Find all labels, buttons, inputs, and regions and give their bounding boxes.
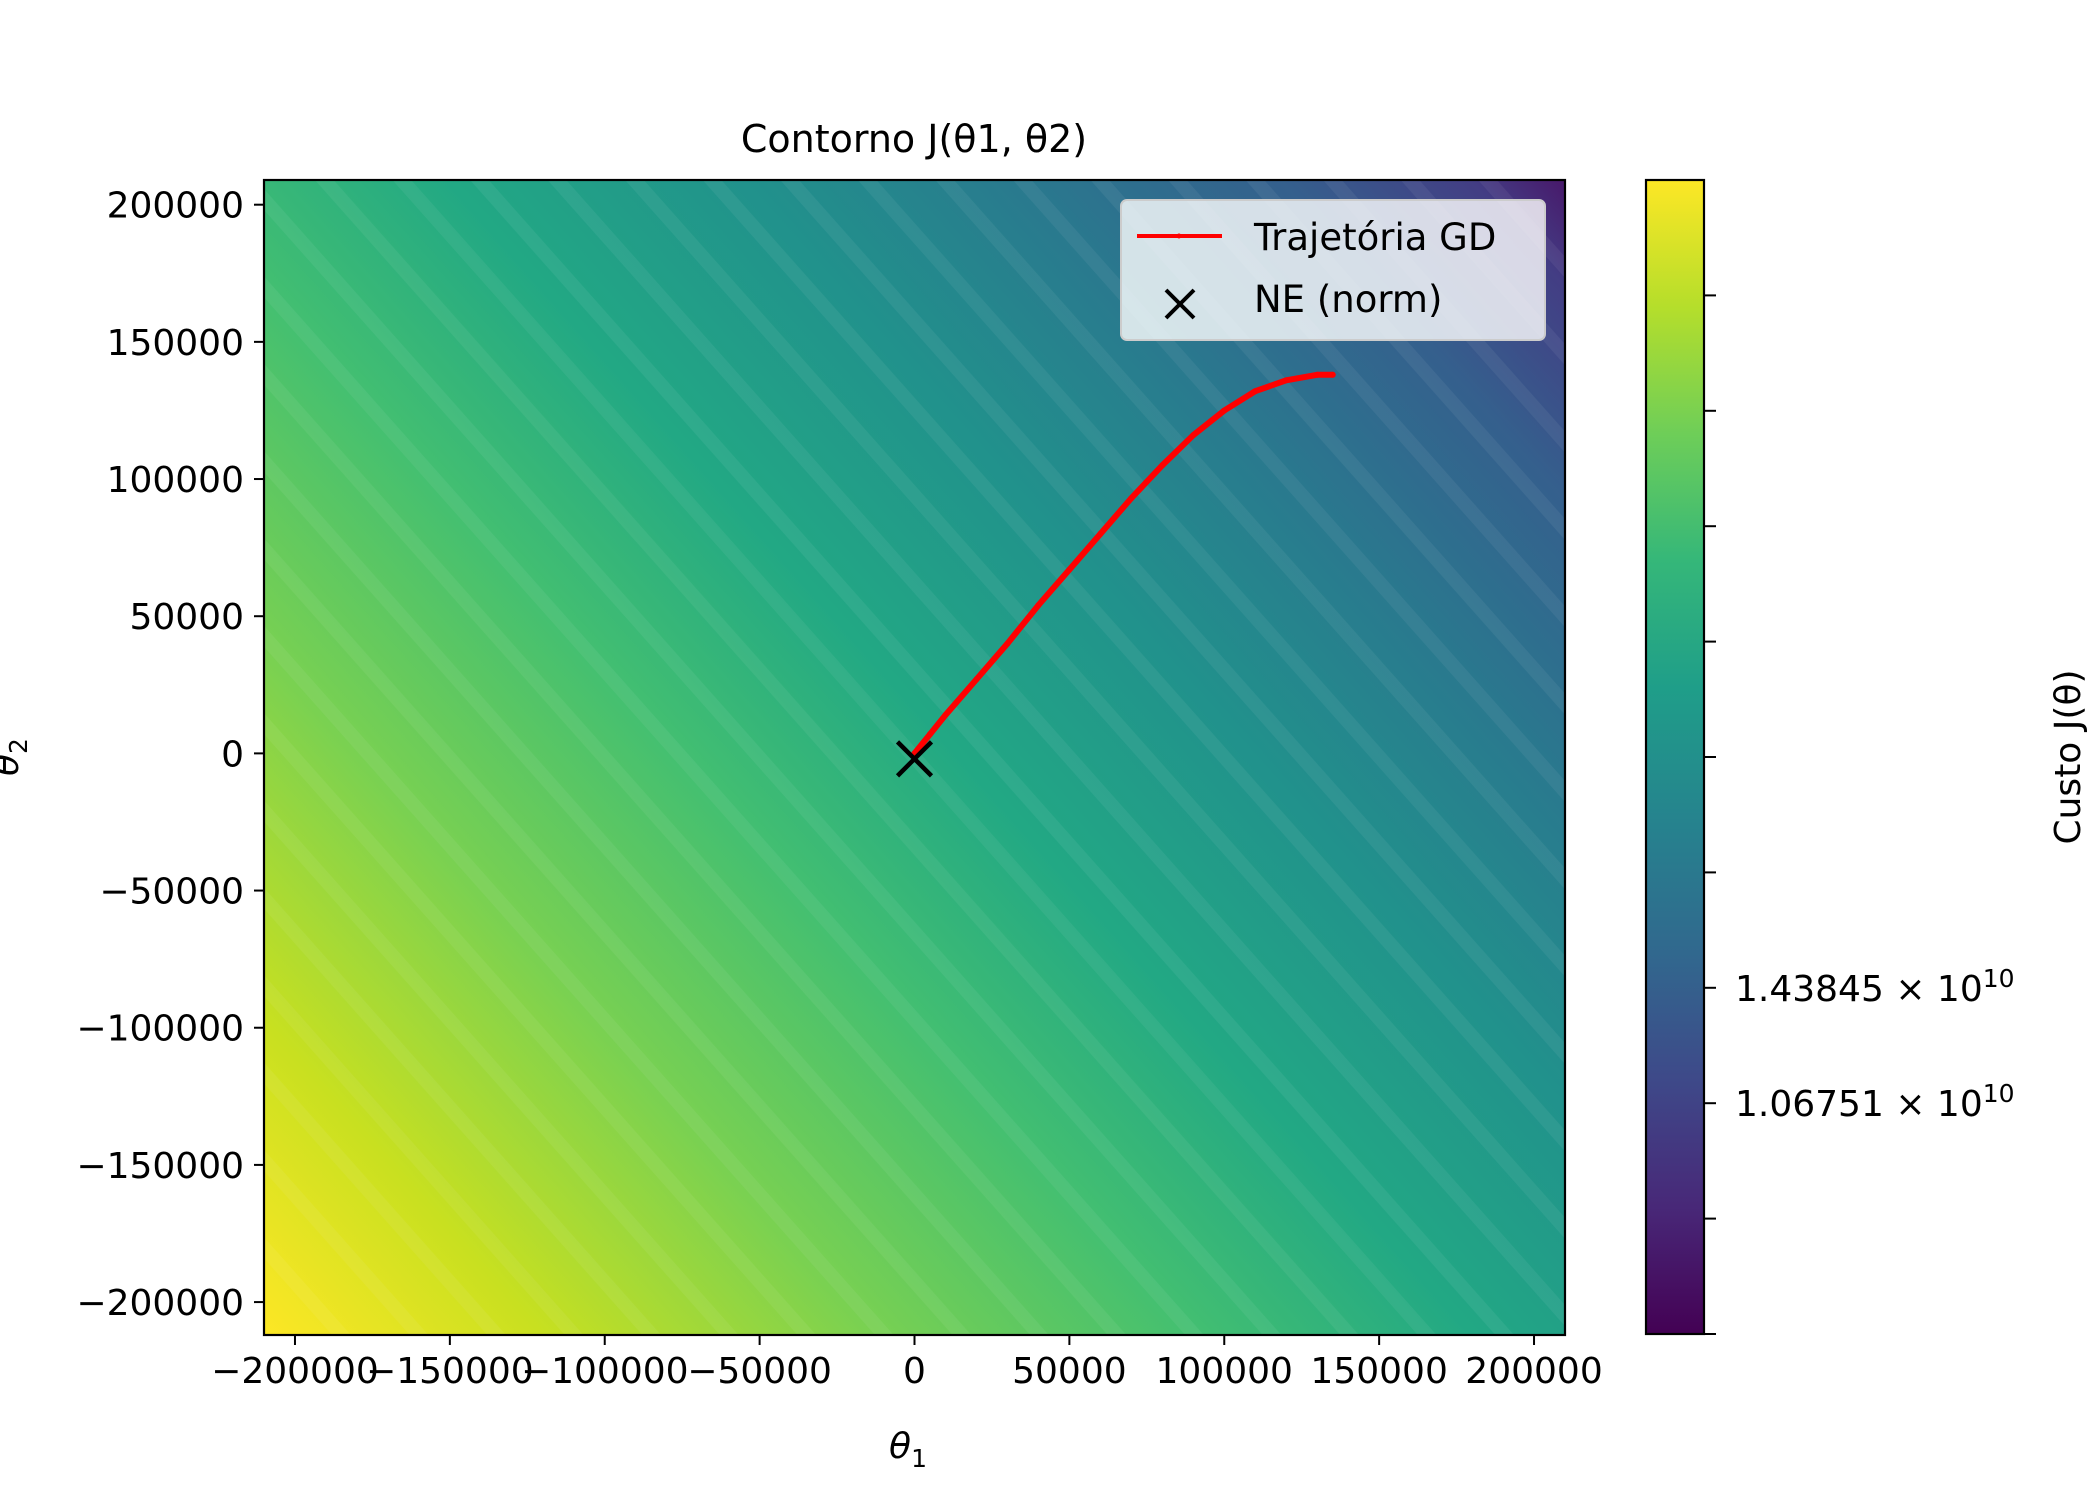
y-tick-label-0: −200000 [76, 1283, 244, 1324]
legend-box [1120, 199, 1546, 341]
colorbar-label: Custo J(θ) [2048, 669, 2089, 844]
series-point-trajetoria-gd-15 [1329, 371, 1336, 378]
y-tick-label-7: 150000 [107, 323, 244, 364]
series-line-trajetoria-gd [911, 371, 1336, 757]
colorbar: 1.43845 × 1010 1.06751 × 1010 Custo J(θ) [1644, 178, 2089, 1336]
legend-label-trajetoria-gd: Trajetória GD [1253, 216, 1496, 259]
series-point-trajetoria-gd-10 [1190, 432, 1197, 439]
x-axis: −200000−150000−100000−50000 0 50000 100000 1… [211, 1335, 1603, 1392]
colorbar-ticks: 1.43845 × 1010 1.06751 × 1010 [1704, 294, 2015, 1335]
x-axis-label-main: θ [889, 1426, 911, 1467]
y-axis-label-sub: 2 [4, 738, 33, 754]
y-axis-label-main: θ [0, 754, 27, 776]
series-point-trajetoria-gd-6 [1066, 566, 1073, 573]
y-axis: −200000 −150000 −100000 −50000 0 50000 100000 1… [76, 186, 264, 1324]
series-point-trajetoria-gd-9 [1159, 462, 1166, 469]
x-tick-label-0: −200000 [211, 1351, 379, 1392]
x-tick-label-1: −150000 [366, 1351, 534, 1392]
legend-swatch-trajetoria-gd-marker [1176, 233, 1182, 239]
x-tick-label-4: 0 [903, 1351, 926, 1392]
y-tick-label-6: 100000 [107, 460, 244, 501]
legend: Trajetória GD NE (norm) [1120, 199, 1546, 341]
colorbar-tick-label-0: 1.43845 × 1010 [1735, 964, 2015, 1010]
series-point-trajetoria-gd-4 [1004, 640, 1011, 647]
series-point-trajetoria-gd-1 [926, 731, 933, 738]
x-tick-label-6: 100000 [1156, 1351, 1293, 1392]
y-tick-label-4: 0 [221, 734, 244, 775]
x-tick-label-8: 200000 [1465, 1351, 1602, 1392]
legend-label-ne-norm: NE (norm) [1254, 278, 1442, 321]
marker-stroke-b [895, 740, 934, 778]
legend-swatch-ne-norm [1164, 288, 1196, 320]
series-point-trajetoria-gd-8 [1128, 495, 1135, 502]
series-layer [895, 371, 1336, 778]
y-tick-label-3: −50000 [99, 872, 244, 913]
x-tick-label-5: 50000 [1012, 1351, 1127, 1392]
x-tick-label-3: −50000 [687, 1351, 832, 1392]
chart-title: Contorno J(θ1, θ2) [741, 117, 1087, 161]
series-point-trajetoria-gd-12 [1252, 388, 1259, 395]
x-tick-label-2: −100000 [521, 1351, 689, 1392]
colorbar-tick-label-1: 1.06751 × 1010 [1735, 1079, 2015, 1125]
series-point-trajetoria-gd-2 [942, 711, 949, 718]
x-axis-label-sub: 1 [911, 1444, 927, 1473]
series-point-trajetoria-gd-3 [973, 676, 980, 683]
y-tick-label-1: −150000 [76, 1146, 244, 1187]
y-tick-label-5: 50000 [129, 597, 244, 638]
series-point-trajetoria-gd-14 [1314, 371, 1321, 378]
colorbar-gradient-bar [1646, 180, 1704, 1334]
series-point-trajetoria-gd-5 [1035, 602, 1042, 609]
y-axis-label: θ2 [0, 738, 33, 776]
series-marker-ne-norm-0 [895, 740, 934, 778]
series-point-trajetoria-gd-13 [1283, 377, 1290, 384]
series-point-trajetoria-gd-11 [1221, 407, 1228, 414]
x-tick-label-7: 150000 [1310, 1351, 1447, 1392]
y-tick-label-8: 200000 [107, 186, 244, 227]
x-axis-label: θ1 [889, 1426, 927, 1473]
y-tick-label-2: −100000 [76, 1009, 244, 1050]
series-point-trajetoria-gd-7 [1097, 530, 1104, 537]
